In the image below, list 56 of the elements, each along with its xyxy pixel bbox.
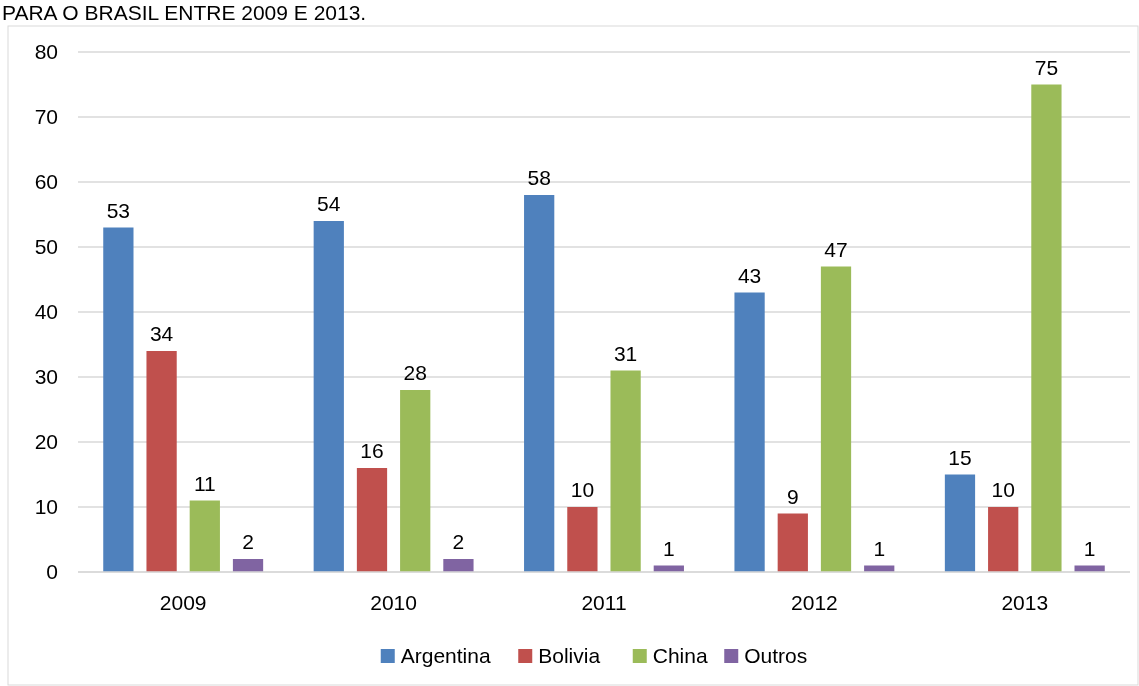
- bar: [988, 507, 1019, 572]
- bar: [232, 559, 264, 572]
- data-label: 75: [1034, 55, 1059, 79]
- legend-label: Outros: [744, 644, 808, 668]
- bar: [189, 500, 220, 572]
- y-tick-label: 10: [34, 495, 58, 519]
- data-label: 28: [403, 361, 427, 384]
- bar: [103, 227, 134, 572]
- data-label: 15: [948, 445, 972, 469]
- y-tick-label: 80: [34, 40, 58, 64]
- y-tick-label: 40: [34, 300, 58, 324]
- x-tick-label: 2012: [791, 591, 838, 614]
- y-tick-label: 0: [46, 560, 58, 584]
- data-label: 11: [193, 471, 216, 495]
- x-tick-label: 2013: [1001, 591, 1049, 614]
- chart-title: PARA O BRASIL ENTRE 2009 E 2013.: [2, 1, 367, 24]
- bar: [443, 559, 474, 572]
- data-label: 31: [613, 341, 638, 365]
- legend-label: Argentina: [400, 644, 491, 668]
- data-label: 54: [317, 192, 341, 215]
- x-tick-label: 2010: [370, 591, 417, 614]
- bar: [610, 370, 641, 572]
- y-tick-label: 20: [34, 430, 58, 454]
- data-label: 9: [786, 484, 799, 508]
- data-label: 47: [824, 237, 848, 261]
- y-tick-label: 70: [34, 105, 58, 129]
- y-tick-label: 30: [34, 365, 58, 389]
- legend-label: China: [652, 644, 708, 668]
- data-label: 16: [360, 439, 384, 462]
- x-tick-label: 2011: [581, 591, 627, 614]
- x-tick-label: 2009: [159, 591, 207, 614]
- bar: [1031, 84, 1062, 572]
- data-label: 1: [873, 536, 886, 560]
- data-label: 34: [149, 322, 174, 345]
- y-tick-label: 60: [34, 170, 58, 194]
- bar: [734, 292, 765, 572]
- bar: [146, 351, 177, 572]
- data-label: 2: [452, 530, 465, 553]
- data-label: 43: [737, 263, 762, 287]
- data-label: 2: [242, 530, 254, 553]
- bar: [356, 468, 388, 572]
- bar: [313, 221, 344, 572]
- y-tick-label: 50: [34, 235, 58, 259]
- bar: [777, 513, 808, 572]
- legend-label: Bolivia: [538, 644, 601, 668]
- bar: [944, 474, 976, 572]
- data-label: 10: [570, 478, 595, 501]
- bar: [820, 266, 852, 572]
- bar: [400, 390, 431, 572]
- data-label: 1: [662, 536, 675, 560]
- data-label: 10: [991, 478, 1015, 501]
- data-label: 1: [1083, 536, 1096, 560]
- data-label: 58: [527, 166, 551, 189]
- data-label: 53: [106, 198, 131, 222]
- bar: [567, 507, 598, 572]
- bar: [524, 195, 555, 572]
